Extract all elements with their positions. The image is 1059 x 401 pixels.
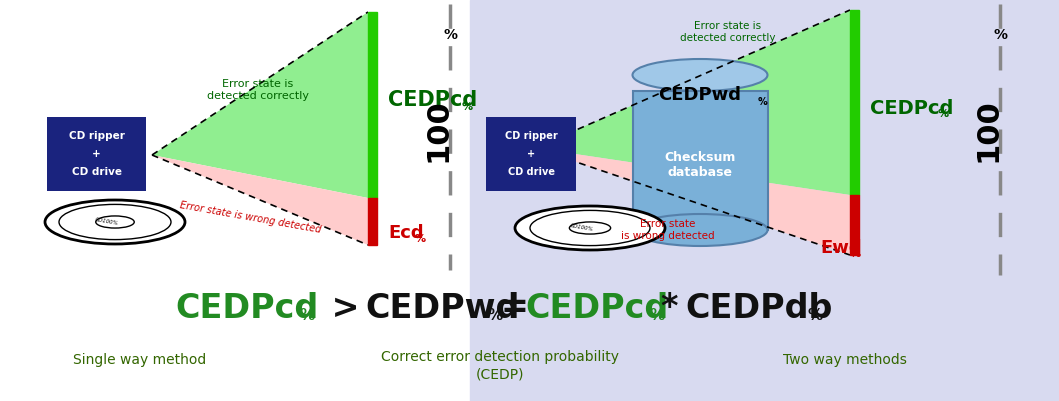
Text: %: % (488, 308, 503, 324)
Text: %: % (850, 249, 861, 259)
Text: >: > (320, 292, 371, 324)
Text: CD drive: CD drive (72, 167, 122, 177)
Text: CEDPcd: CEDPcd (525, 292, 668, 324)
Text: %: % (757, 97, 767, 107)
Text: CEDPcd: CEDPcd (175, 292, 319, 324)
Text: (CEDP): (CEDP) (475, 368, 524, 382)
Text: 100: 100 (973, 98, 1003, 162)
Text: CEDPcd: CEDPcd (870, 99, 953, 117)
Text: CD ripper: CD ripper (69, 131, 125, 141)
Ellipse shape (515, 206, 665, 250)
Text: %: % (415, 234, 426, 244)
Bar (0, 0, 470, 401)
Text: %: % (443, 28, 457, 42)
Text: Error state is
detected correctly: Error state is detected correctly (680, 21, 776, 43)
Bar (850, 10, 859, 195)
Text: CEDPwd: CEDPwd (365, 292, 519, 324)
Text: 100: 100 (424, 98, 452, 162)
Text: Error state is
detected correctly: Error state is detected correctly (207, 79, 309, 101)
Ellipse shape (570, 222, 611, 234)
Text: CEDPwd: CEDPwd (659, 86, 741, 104)
Text: %: % (300, 308, 316, 324)
Ellipse shape (95, 216, 134, 228)
Text: Two way methods: Two way methods (783, 353, 907, 367)
Text: CEDPcd: CEDPcd (388, 90, 478, 110)
Ellipse shape (44, 200, 185, 244)
Text: Correct error detection probability: Correct error detection probability (381, 350, 620, 364)
Bar (367, 12, 377, 198)
Text: %: % (650, 308, 665, 324)
Text: %: % (938, 109, 949, 119)
Bar (632, 91, 768, 230)
Polygon shape (152, 155, 367, 245)
Text: +: + (527, 149, 535, 159)
Text: %: % (993, 28, 1007, 42)
Text: Ecd: Ecd (388, 224, 424, 242)
FancyBboxPatch shape (486, 117, 576, 191)
Text: CD100%: CD100% (570, 223, 594, 233)
Ellipse shape (632, 59, 768, 91)
Text: Single way method: Single way method (73, 353, 207, 367)
Text: CEDPdb: CEDPdb (685, 292, 832, 324)
Polygon shape (535, 10, 850, 195)
Text: CD100%: CD100% (95, 217, 120, 227)
Text: CD ripper: CD ripper (505, 131, 557, 141)
Text: %: % (462, 102, 473, 112)
FancyBboxPatch shape (47, 117, 146, 191)
Bar (850, 195, 859, 255)
Bar (367, 198, 377, 245)
Text: =: = (500, 292, 527, 324)
Text: Error state is wrong detected: Error state is wrong detected (179, 200, 322, 235)
Ellipse shape (632, 214, 768, 246)
Text: Checksum
database: Checksum database (664, 151, 736, 179)
Polygon shape (152, 12, 367, 198)
Text: CD drive: CD drive (507, 167, 555, 177)
Text: Error state
is wrong detected: Error state is wrong detected (622, 219, 715, 241)
Bar (470, 0, 1059, 401)
Text: %: % (808, 308, 823, 324)
Polygon shape (535, 148, 850, 255)
Text: Ewd: Ewd (820, 239, 862, 257)
Text: *: * (660, 292, 678, 324)
Text: +: + (92, 149, 101, 159)
